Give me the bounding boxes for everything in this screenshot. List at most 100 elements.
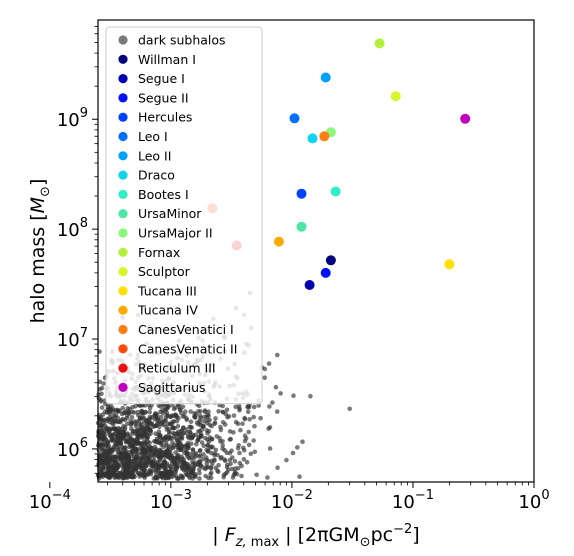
subhalo-point xyxy=(166,445,171,451)
subhalo-point xyxy=(226,467,231,472)
subhalo-point xyxy=(184,417,190,423)
subhalo-point xyxy=(187,424,192,430)
galaxy-point-leo-i xyxy=(289,113,300,124)
subhalo-point xyxy=(101,418,107,423)
subhalo-point xyxy=(213,465,219,471)
legend: dark subhalos Willman I Segue I Segue II Her… xyxy=(105,26,263,405)
subhalo-point xyxy=(176,429,181,435)
subhalo-point xyxy=(135,413,141,418)
legend-label: Segue I xyxy=(138,71,185,86)
subhalo-point xyxy=(101,381,106,386)
subhalo-point xyxy=(118,440,123,446)
subhalo-point xyxy=(123,448,129,454)
subhalo-point xyxy=(134,441,140,447)
subhalo-point xyxy=(284,457,289,463)
subhalo-point xyxy=(239,473,244,479)
legend-label: CanesVenatici I xyxy=(138,322,234,337)
subhalo-point xyxy=(131,428,136,434)
subhalo-point xyxy=(227,457,233,463)
subhalo-point xyxy=(172,455,177,461)
galaxy-point-tucana-iii xyxy=(444,259,455,270)
subhalo-point xyxy=(133,463,138,469)
galaxy-point-draco xyxy=(307,133,318,144)
subhalo-point xyxy=(121,446,126,451)
subhalo-point xyxy=(188,451,193,457)
subhalo-point xyxy=(158,414,164,420)
subhalo-point xyxy=(148,428,154,434)
subhalo-point xyxy=(159,452,165,457)
subhalo-point xyxy=(104,410,110,415)
subhalo-point xyxy=(180,404,186,410)
subhalo-point xyxy=(125,466,131,472)
subhalo-point xyxy=(97,429,103,434)
y-axis-label: halo mass [M⊙] xyxy=(27,179,53,324)
subhalo-point xyxy=(130,443,136,448)
subhalo-point xyxy=(147,409,152,415)
subhalo-point xyxy=(220,439,225,444)
subhalo-point xyxy=(207,417,212,423)
subhalo-point xyxy=(187,455,192,461)
subhalo-point xyxy=(125,413,130,419)
subhalo-point xyxy=(192,455,197,461)
legend-marker xyxy=(118,131,128,142)
subhalo-point xyxy=(142,447,148,452)
subhalo-point xyxy=(251,414,256,420)
subhalo-point xyxy=(124,452,130,457)
subhalo-point xyxy=(232,459,238,464)
subhalo-point xyxy=(245,404,250,410)
subhalo-point xyxy=(130,474,136,479)
subhalo-point xyxy=(347,406,353,412)
subhalo-point xyxy=(242,438,248,444)
subhalo-point xyxy=(142,471,147,476)
subhalo-point xyxy=(164,427,170,432)
subhalo-point xyxy=(177,459,182,465)
legend-box xyxy=(105,26,263,405)
subhalo-point xyxy=(225,415,230,420)
subhalo-point xyxy=(239,463,244,469)
subhalo-point xyxy=(106,458,111,463)
galaxy-point-fornax xyxy=(374,38,385,49)
subhalo-point xyxy=(111,469,117,475)
legend-marker xyxy=(118,170,128,180)
subhalo-point xyxy=(119,429,124,435)
subhalo-point xyxy=(142,475,148,480)
subhalo-point xyxy=(111,437,117,442)
subhalo-point xyxy=(135,427,140,433)
legend-marker xyxy=(118,324,128,335)
subhalo-point xyxy=(121,475,126,481)
subhalo-point xyxy=(212,451,218,456)
subhalo-point xyxy=(162,473,168,479)
legend-label: Draco xyxy=(138,168,175,183)
subhalo-point xyxy=(246,442,252,448)
subhalo-point xyxy=(300,439,305,445)
galaxy-point-leo-ii xyxy=(320,72,331,83)
subhalo-point xyxy=(131,410,137,415)
subhalo-point xyxy=(129,453,134,459)
subhalo-point xyxy=(113,412,118,418)
galaxy-point-tucana-iv xyxy=(273,236,284,247)
subhalo-point xyxy=(178,447,184,453)
subhalo-point xyxy=(173,450,178,455)
legend-marker xyxy=(118,363,128,373)
subhalo-point xyxy=(267,446,273,451)
subhalo-point xyxy=(237,407,242,413)
subhalo-point xyxy=(118,435,123,440)
subhalo-point xyxy=(193,460,198,466)
subhalo-point xyxy=(122,417,128,423)
subhalo-point xyxy=(248,451,254,457)
subhalo-point xyxy=(105,416,111,422)
subhalo-point xyxy=(156,440,162,445)
subhalo-point xyxy=(275,352,280,358)
subhalo-point xyxy=(139,435,145,440)
legend-marker xyxy=(118,112,128,122)
legend-marker xyxy=(118,74,128,84)
subhalo-point xyxy=(196,454,202,459)
subhalo-point xyxy=(218,456,224,461)
subhalo-point xyxy=(214,434,220,439)
subhalo-point xyxy=(192,410,197,416)
subhalo-point xyxy=(129,415,135,420)
subhalo-point xyxy=(141,467,146,472)
subhalo-point xyxy=(141,429,146,435)
subhalo-point xyxy=(197,420,202,425)
subhalo-point xyxy=(120,405,125,411)
